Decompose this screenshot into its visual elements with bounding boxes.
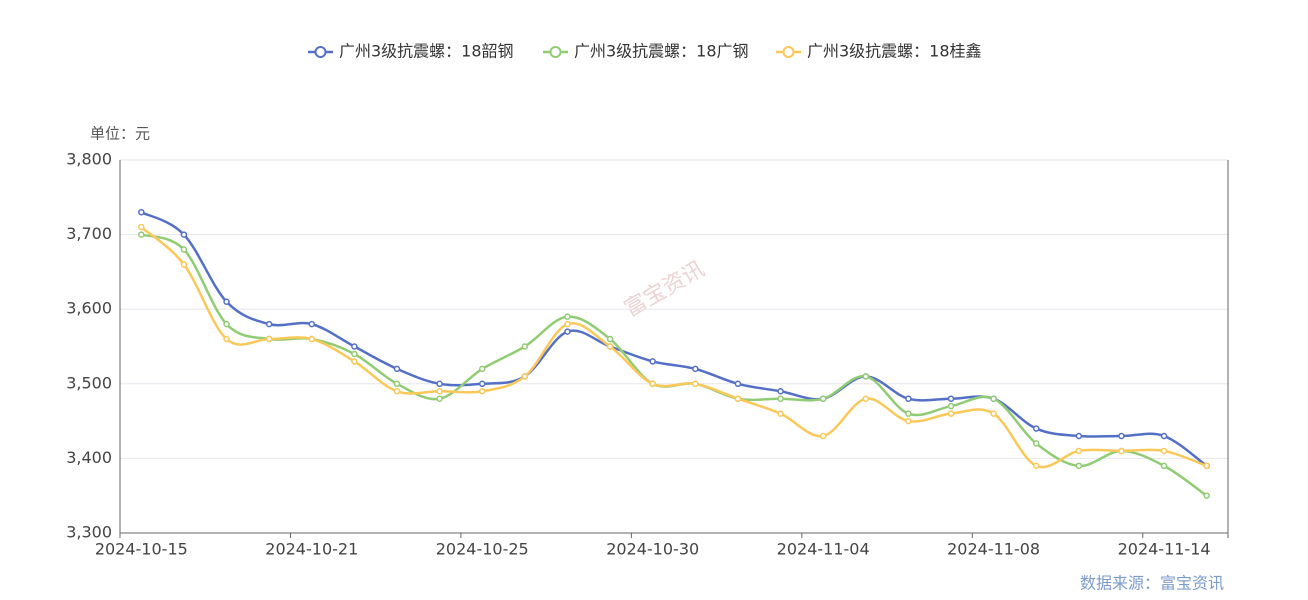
- point: [436, 395, 443, 402]
- x-tick-label: 2024-11-14: [1118, 540, 1211, 559]
- point: [777, 410, 784, 417]
- legend-label: 广州3级抗震螺：18韶钢: [339, 42, 514, 61]
- point: [905, 395, 912, 402]
- watermark: 富宝资讯: [620, 257, 709, 323]
- point: [862, 373, 870, 380]
- point: [393, 380, 401, 388]
- point: [436, 380, 443, 388]
- point: [478, 388, 486, 395]
- point: [606, 343, 614, 350]
- point: [606, 335, 614, 343]
- point: [351, 343, 358, 350]
- y-tick-label: 3,400: [66, 448, 112, 467]
- point: [393, 365, 401, 373]
- point: [777, 388, 784, 395]
- point: [947, 410, 955, 417]
- point: [819, 432, 827, 440]
- point: [564, 313, 571, 320]
- source: 数据来源：富宝资讯: [1080, 574, 1224, 593]
- point: [564, 320, 571, 328]
- legend-symbol: [549, 46, 562, 58]
- point: [1160, 432, 1168, 440]
- point: [990, 410, 997, 417]
- x-tick-label: 2024-10-21: [265, 540, 358, 559]
- legend-item: 广州3级抗震螺：18桂鑫: [776, 42, 982, 61]
- point: [1160, 447, 1168, 455]
- point: [819, 395, 827, 402]
- point: [1118, 432, 1125, 440]
- point: [564, 328, 571, 335]
- x-tick-label: 2024-11-04: [777, 540, 870, 559]
- point: [265, 335, 273, 343]
- point: [1032, 440, 1040, 447]
- point: [649, 358, 656, 365]
- point: [180, 246, 188, 253]
- point: [947, 402, 955, 410]
- point: [1075, 462, 1083, 470]
- point: [692, 380, 699, 388]
- point: [521, 373, 529, 380]
- point: [1075, 432, 1083, 440]
- point: [649, 380, 656, 388]
- unit-label: 单位：元: [90, 125, 150, 143]
- point: [351, 350, 358, 358]
- point: [777, 395, 784, 402]
- x-tick-label: 2024-10-15: [95, 540, 188, 559]
- point: [905, 417, 912, 425]
- point: [138, 208, 145, 216]
- point: [1118, 447, 1125, 455]
- point: [478, 380, 486, 388]
- point: [393, 388, 401, 395]
- point: [1032, 425, 1040, 432]
- legend-label: 广州3级抗震螺：18桂鑫: [807, 42, 982, 61]
- y-tick-label: 3,800: [66, 150, 112, 169]
- point: [905, 410, 912, 417]
- legend-item: 广州3级抗震螺：18广钢: [543, 42, 749, 61]
- y-tick-label: 3,500: [66, 373, 112, 392]
- point: [1203, 462, 1210, 470]
- point: [436, 388, 443, 395]
- point: [521, 343, 529, 350]
- point: [862, 395, 870, 402]
- legend-symbol: [782, 46, 795, 58]
- point: [947, 395, 955, 402]
- x-tick-label: 2024-10-30: [606, 540, 699, 559]
- x-tick-label: 2024-10-25: [436, 540, 529, 559]
- point: [1032, 462, 1040, 470]
- point: [1160, 462, 1168, 470]
- y-tick-label: 3,600: [66, 299, 112, 318]
- y-tick-label: 3,300: [66, 523, 112, 542]
- point: [308, 335, 316, 343]
- point: [1203, 492, 1210, 499]
- x-tick-label: 2024-11-08: [947, 540, 1040, 559]
- point: [265, 320, 273, 328]
- point: [180, 231, 188, 238]
- point: [478, 365, 486, 373]
- legend-label: 广州3级抗震螺：18广钢: [574, 42, 749, 61]
- point: [734, 380, 742, 388]
- point: [308, 320, 316, 328]
- point: [223, 298, 230, 305]
- point: [180, 261, 188, 268]
- legend-item: 广州3级抗震螺：18韶钢: [308, 42, 514, 61]
- point: [1075, 447, 1083, 455]
- point: [692, 365, 699, 373]
- point: [138, 223, 145, 231]
- point: [734, 395, 742, 402]
- point: [223, 320, 230, 328]
- point: [223, 335, 230, 343]
- point: [138, 231, 145, 238]
- point: [351, 358, 358, 365]
- point: [990, 395, 997, 402]
- y-tick-label: 3,700: [66, 224, 112, 243]
- legend-symbol: [314, 46, 327, 58]
